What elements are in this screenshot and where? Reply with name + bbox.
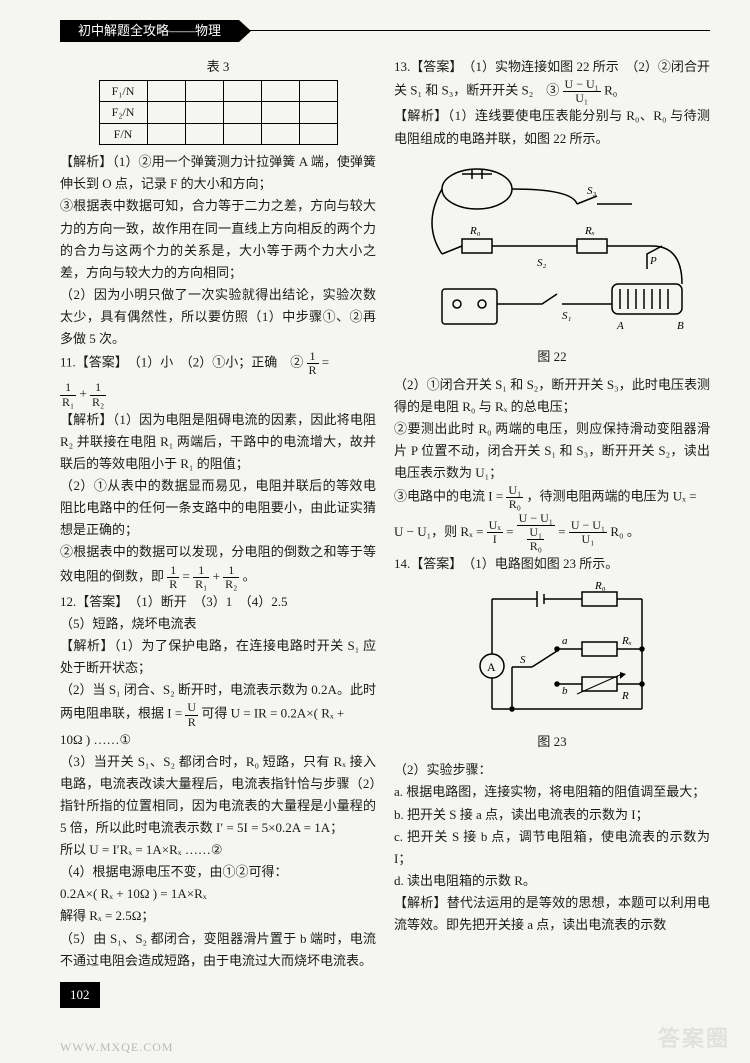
circuit-22-svg: S₃ R₀ Rₓ S₂ S₁ P A B [402, 154, 702, 344]
svg-text:R₀: R₀ [594, 580, 606, 592]
svg-text:R: R [621, 690, 629, 702]
svg-text:A: A [616, 320, 624, 332]
right-p2: （2）①闭合开关 S₁ 和 S₂，断开开关 S₃，此时电压表测得的是电阻 R₀ … [394, 374, 710, 418]
frac-1R2-b: 1R₂ [223, 564, 239, 591]
circuit-23-svg: A [442, 579, 662, 729]
fig22-label: 图 22 [394, 346, 710, 368]
svg-text:B: B [677, 320, 684, 332]
content-columns: 表 3 F₁/N F₂/N F/N 【解析】（1）②用一个弹簧测力计拉弹簧 A … [60, 56, 710, 972]
left-p8b: 10Ω ) ……① [60, 729, 376, 751]
right-p1: 【解析】（1）连线要使电压表能分别与 R₀、R₀ 与待测电阻组成的电路并联，如图… [394, 105, 710, 149]
svg-text:a: a [562, 635, 568, 647]
p4b-pre: U − U₁，则 Rₓ = [394, 523, 487, 538]
a11-rhs: 1R₁ + 1R₂ [60, 381, 376, 408]
p4-pre: ③电路中的电流 I = [394, 489, 506, 504]
figure-23: A [394, 579, 710, 753]
answer-11: 11.【答案】 （1）小 （2）①小；正确 ② 1R = [60, 350, 376, 377]
svg-text:R₀: R₀ [469, 225, 481, 237]
frac-big: U − U₁ U₁R₀ [517, 512, 555, 554]
answer-12b: （5）短路，烧坏电流表 [60, 613, 376, 635]
left-p5: （2）①从表中的数据显而易见，电阻并联后的等效电阻比电路中的任何一条支路中的电阻… [60, 475, 376, 541]
frac-1R: 1R [307, 350, 319, 377]
svg-text:S₁: S₁ [562, 310, 572, 322]
left-p8: （2）当 S₁ 闭合、S₂ 断开时，电流表示数为 0.2A。此时两电阻串联，根据… [60, 679, 376, 728]
frac-1R1: 1R₁ [60, 381, 76, 408]
frac-UU1-b: U − U₁U₁ [569, 519, 607, 546]
figure-22: S₃ R₀ Rₓ S₂ S₁ P A B 图 22 [394, 154, 710, 368]
right-p7: b. 把开关 S 接 a 点，读出电流表的示数为 I； [394, 804, 710, 826]
right-p5: （2）实验步骤： [394, 759, 710, 781]
left-p14: （5）由 S₁、S₂ 都闭合，变阻器滑片置于 b 端时，电流不通过电阻会造成短路… [60, 928, 376, 972]
site-watermark: WWW.MXQE.COM [60, 1037, 174, 1057]
left-p7: 【解析】（1）为了保护电路，在连接电路时开关 S₁ 应处于断开状态； [60, 635, 376, 679]
table-3: F₁/N F₂/N F/N [99, 80, 338, 145]
svg-text:S₃: S₃ [587, 185, 597, 197]
left-p13: 解得 Rₓ = 2.5Ω； [60, 905, 376, 927]
right-p4b: U − U₁，则 Rₓ = UₓI = U − U₁ U₁R₀ = U − U₁… [394, 512, 710, 554]
left-p1: 【解析】（1）②用一个弹簧测力计拉弹簧 A 端，使弹簧伸长到 O 点，记录 F … [60, 151, 376, 195]
right-p8: c. 把开关 S 接 b 点，调节电阻箱，使电流表的示数为 I； [394, 826, 710, 870]
left-p3: （2）因为小明只做了一次实验就得出结论，实验次数太少，具有偶然性，所以要仿照（1… [60, 284, 376, 350]
svg-text:S: S [520, 654, 526, 666]
answer-12: 12.【答案】 （1）断开 （3）1 （4）2.5 [60, 591, 376, 613]
svg-text:Rₓ: Rₓ [621, 635, 632, 647]
left-p11: （4）根据电源电压不变，由①②可得： [60, 861, 376, 883]
right-p9: d. 读出电阻箱的示数 R。 [394, 870, 710, 892]
svg-text:Rₓ: Rₓ [584, 225, 595, 237]
table3-caption: 表 3 [60, 56, 376, 78]
t3-r1: F₁/N [99, 81, 147, 102]
corner-watermark: 答案圈 [658, 1020, 730, 1057]
a11-text: 11.【答案】 （1）小 （2）①小；正确 ② [60, 355, 303, 370]
right-column: 13.【答案】 （1）实物连接如图 22 所示 （2）②闭合开关 S₁ 和 S₃… [394, 56, 710, 972]
left-p6: ②根据表中的数据可以发现，分电阻的倒数之和等于等效电阻的倒数，即 1R = 1R… [60, 541, 376, 590]
answer-13: 13.【答案】 （1）实物连接如图 22 所示 （2）②闭合开关 S₁ 和 S₃… [394, 56, 710, 105]
left-p10: 所以 U = I′Rₓ = 1A×Rₓ ……② [60, 839, 376, 861]
left-column: 表 3 F₁/N F₂/N F/N 【解析】（1）②用一个弹簧测力计拉弹簧 A … [60, 56, 376, 972]
answer-14: 14.【答案】 （1）电路图如图 23 所示。 [394, 553, 710, 575]
frac-UU1: U − U₁U₁ [563, 78, 601, 105]
t3-r3: F/N [99, 123, 147, 144]
frac-1R-b: 1R [167, 564, 179, 591]
frac-1R1-b: 1R₁ [193, 564, 209, 591]
svg-text:P: P [649, 255, 657, 267]
left-p9: （3）当开关 S₁、S₂ 都闭合时，R₀ 短路，只有 Rₓ 接入电路，电流表改读… [60, 751, 376, 839]
frac-1R2: 1R₂ [90, 381, 106, 408]
left-p12: 0.2A×( Rₓ + 10Ω ) = 1A×Rₓ [60, 883, 376, 905]
page-number: 102 [60, 982, 100, 1008]
p4-mid: ，待测电阻两端的电压为 Uₓ = [527, 489, 697, 504]
svg-text:A: A [487, 660, 496, 674]
frac-U1R0: U₁R₀ [506, 484, 523, 511]
a13-text: 13.【答案】 （1）实物连接如图 22 所示 （2）②闭合开关 S₁ 和 S₃… [394, 59, 710, 98]
t3-r2: F₂/N [99, 102, 147, 123]
right-p3: ②要测出此时 R₀ 两端的电压，则应保持滑动变阻器滑片 P 位置不动，闭合开关 … [394, 418, 710, 484]
left-p4: 【解析】（1）因为电阻是阻碍电流的因素，因此将电阻 R₂ 并联接在电阻 R₁ 两… [60, 409, 376, 475]
frac-UR: UR [185, 701, 198, 728]
svg-text:S₂: S₂ [537, 257, 547, 269]
p8-mid: 可得 U = IR = 0.2A×( Rₓ + [201, 706, 344, 721]
right-p4: ③电路中的电流 I = U₁R₀ ，待测电阻两端的电压为 Uₓ = [394, 484, 710, 511]
fig23-label: 图 23 [394, 731, 710, 753]
left-p2: ③根据表中数据可知，合力等于二力之差，方向与较大力的方向一致，故作用在同一直线上… [60, 195, 376, 283]
page-header: 初中解题全攻略——物理 [60, 20, 710, 42]
svg-text:b: b [562, 685, 568, 697]
right-p6: a. 根据电路图，连接实物，将电阻箱的阻值调至最大； [394, 781, 710, 803]
frac-UxI: UₓI [487, 519, 503, 546]
header-title: 初中解题全攻略——物理 [60, 20, 239, 42]
right-p10: 【解析】替代法运用的是等效的思想，本题可以利用电流等效。即先把开关接 a 点，读… [394, 892, 710, 936]
